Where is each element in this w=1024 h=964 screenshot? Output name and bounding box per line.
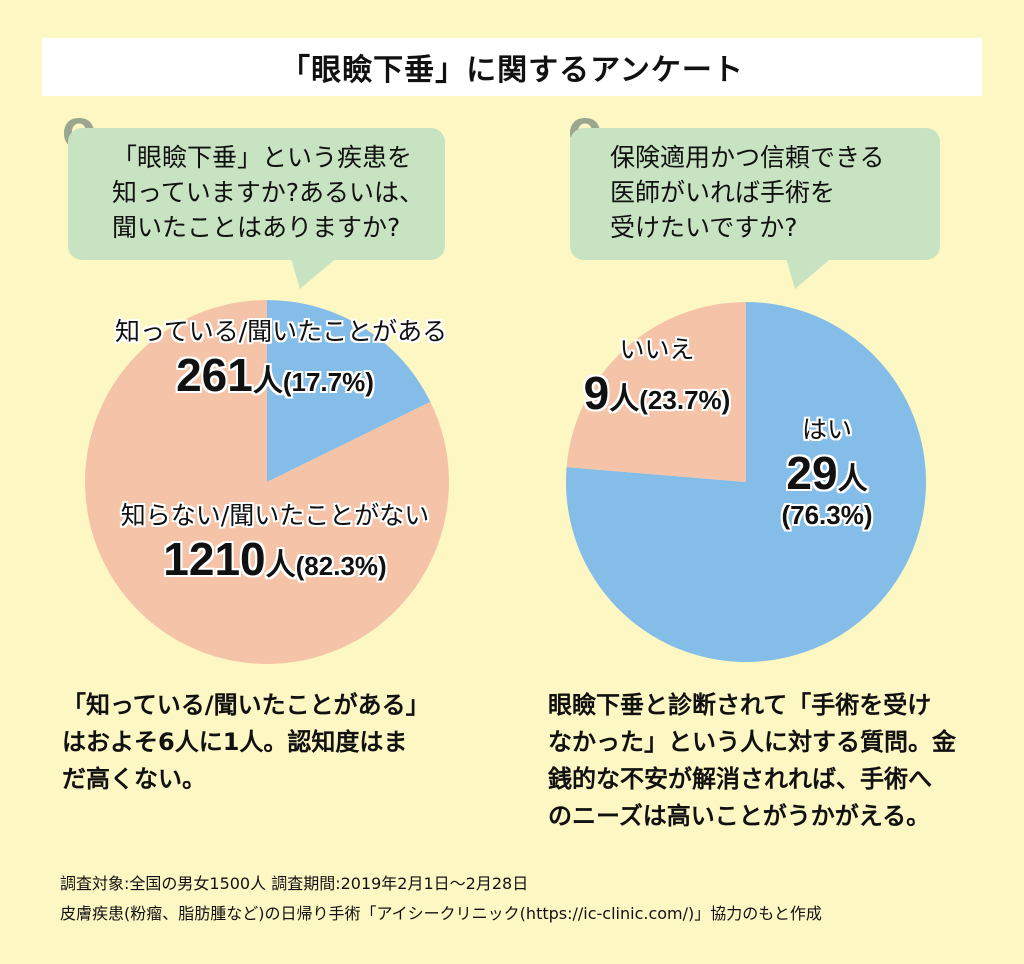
title-bar: 「眼瞼下垂」に関するアンケート <box>42 38 982 96</box>
pie-chart-left <box>84 300 449 664</box>
pie-right-yes-percent: (76.3%) <box>781 500 873 530</box>
pie-slice-0 <box>267 300 431 482</box>
pie-right-yes-unit: 人 <box>837 462 868 497</box>
bubble-tail-left <box>290 255 340 289</box>
pie-right-no-label: いいえ 9人(23.7%) <box>572 330 742 420</box>
pie-left-no-percent: (82.3%) <box>295 551 387 581</box>
question-text-left: 「眼瞼下垂」という疾患を 知っていますか?あるいは、 聞いたことはありますか? <box>112 143 425 242</box>
pie-left-yes-caption: 知っている/聞いたことがある <box>115 317 448 346</box>
pie-left-yes-label: 知っている/聞いたことがある 261人(17.7%) <box>115 312 448 402</box>
note-right: 眼瞼下垂と診断されて「手術を受け なかった」という人に対する質問。金 銭的な不安… <box>548 691 956 830</box>
pie-left-no-unit: 人 <box>265 548 296 583</box>
footer-credit: 皮膚疾患(粉瘤、脂肪腫など)の日帰り手術「アイシークリニック(https://i… <box>60 904 822 923</box>
question-text-right: 保険適用かつ信頼できる 医師がいれば手術を 受けたいですか? <box>610 143 885 242</box>
pie-right-no-count: 9 <box>583 367 610 419</box>
pie-right-yes-caption: はい <box>801 415 852 444</box>
pie-right-no-percent: (23.7%) <box>639 385 731 415</box>
pie-right-no-caption: いいえ <box>619 335 695 364</box>
pie-left-no-caption: 知らない/聞いたことがない <box>120 501 430 530</box>
pie-right-no-unit: 人 <box>609 382 640 417</box>
pie-left-no-label: 知らない/聞いたことがない 1210人(82.3%) <box>90 496 460 586</box>
bubble-tail-right <box>785 255 835 289</box>
pie-left-no-count: 1210 <box>163 533 266 585</box>
pie-chart-right <box>566 302 926 662</box>
pie-left-yes-percent: (17.7%) <box>282 367 374 397</box>
footer-survey-info: 調査対象:全国の男女1500人 調査期間:2019年2月1日〜2月28日 <box>60 874 529 893</box>
pie-left-yes-unit: 人 <box>252 364 283 399</box>
note-left: 「知っている/聞いたことがある」 はおよそ6人に1人。認知度はま だ高くない。 <box>62 691 430 793</box>
page-title: 「眼瞼下垂」に関するアンケート <box>280 53 744 88</box>
pie-right-yes-count: 29 <box>786 447 838 499</box>
pie-right-yes-label: はい 29人 (76.3%) <box>752 410 902 531</box>
pie-slice-1 <box>566 302 746 482</box>
pie-slice-1 <box>84 300 449 664</box>
question-bubble-left <box>68 128 445 260</box>
pie-left-yes-count: 261 <box>176 349 253 401</box>
question-bubble-right <box>570 128 940 260</box>
